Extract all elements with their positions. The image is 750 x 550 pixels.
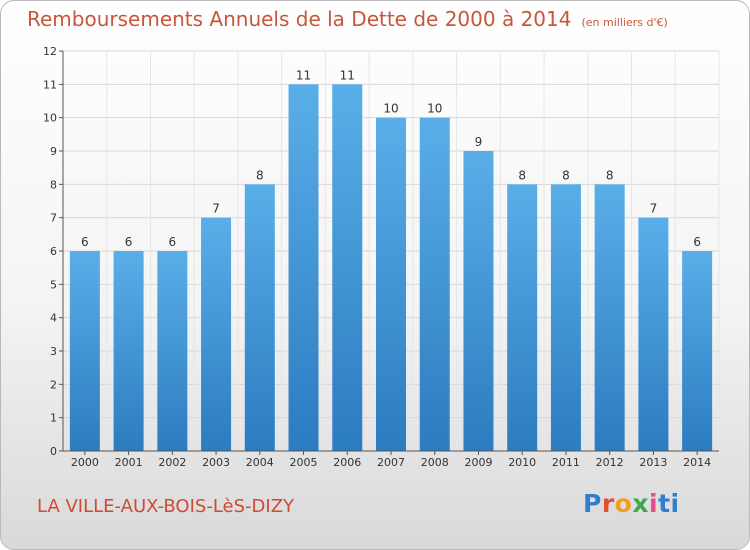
y-tick-label: 10 — [43, 112, 57, 125]
y-tick-label: 11 — [43, 78, 57, 91]
data-label: 8 — [562, 168, 570, 182]
bar — [332, 84, 363, 451]
x-tick-label: 2007 — [377, 456, 405, 469]
bar — [244, 184, 275, 452]
logo-letter: P — [583, 489, 602, 518]
bar — [201, 217, 232, 451]
bar — [419, 117, 450, 452]
data-label: 9 — [475, 135, 483, 149]
data-label: 11 — [296, 68, 311, 82]
data-label: 8 — [256, 168, 264, 182]
x-tick-label: 2011 — [552, 456, 580, 469]
bar — [550, 184, 581, 452]
logo-letter: x — [632, 489, 649, 518]
x-tick-label: 2009 — [464, 456, 492, 469]
y-tick-label: 7 — [50, 212, 57, 225]
bar — [682, 251, 713, 451]
x-tick-label: 2003 — [202, 456, 230, 469]
x-tick-label: 2008 — [421, 456, 449, 469]
commune-name: LA VILLE-AUX-BOIS-LèS-DIZY — [37, 496, 295, 517]
chart-title-text: Remboursements Annuels de la Dette de 20… — [27, 7, 572, 31]
data-label: 7 — [650, 202, 658, 216]
y-tick-label: 1 — [50, 412, 57, 425]
bar — [594, 184, 625, 452]
labels: 0123456789101112620006200162002720038200… — [43, 45, 711, 469]
bar — [288, 84, 319, 451]
logo-letter: o — [614, 489, 633, 518]
y-tick-label: 9 — [50, 145, 57, 158]
x-tick-label: 2010 — [508, 456, 536, 469]
y-tick-label: 3 — [50, 345, 57, 358]
logo-letter: ti — [658, 489, 680, 518]
bar — [157, 251, 188, 451]
y-tick-label: 5 — [50, 278, 57, 291]
chart-unit: (en milliers d'€) — [581, 16, 668, 29]
bar — [507, 184, 538, 452]
data-label: 6 — [169, 235, 177, 249]
y-tick-label: 0 — [50, 445, 57, 458]
y-tick-label: 4 — [50, 312, 57, 325]
x-tick-label: 2002 — [158, 456, 186, 469]
bar — [113, 251, 144, 451]
axes — [59, 50, 719, 455]
data-label: 6 — [693, 235, 701, 249]
logo-letter: i — [649, 489, 659, 518]
data-label: 7 — [212, 202, 220, 216]
logo-letter: r — [601, 489, 615, 518]
data-label: 8 — [518, 168, 526, 182]
data-label: 10 — [383, 102, 398, 116]
y-tick-label: 2 — [50, 378, 57, 391]
data-label: 11 — [340, 68, 355, 82]
proxiti-logo: Proxiti — [583, 489, 680, 518]
x-tick-label: 2004 — [246, 456, 274, 469]
bar — [69, 251, 100, 451]
bar — [463, 151, 494, 451]
x-tick-label: 2012 — [596, 456, 624, 469]
data-label: 6 — [125, 235, 133, 249]
x-tick-label: 2013 — [639, 456, 667, 469]
y-tick-label: 12 — [43, 45, 57, 58]
y-tick-label: 6 — [50, 245, 57, 258]
x-tick-label: 2014 — [683, 456, 711, 469]
bars — [69, 84, 713, 452]
chart-title: Remboursements Annuels de la Dette de 20… — [27, 7, 668, 31]
x-tick-label: 2001 — [115, 456, 143, 469]
x-tick-label: 2000 — [71, 456, 99, 469]
data-label: 8 — [606, 168, 614, 182]
bar — [376, 117, 406, 452]
bar — [638, 217, 669, 451]
data-label: 10 — [427, 102, 442, 116]
data-label: 6 — [81, 235, 89, 249]
x-tick-label: 2006 — [333, 456, 361, 469]
y-tick-label: 8 — [50, 178, 57, 191]
x-tick-label: 2005 — [290, 456, 318, 469]
